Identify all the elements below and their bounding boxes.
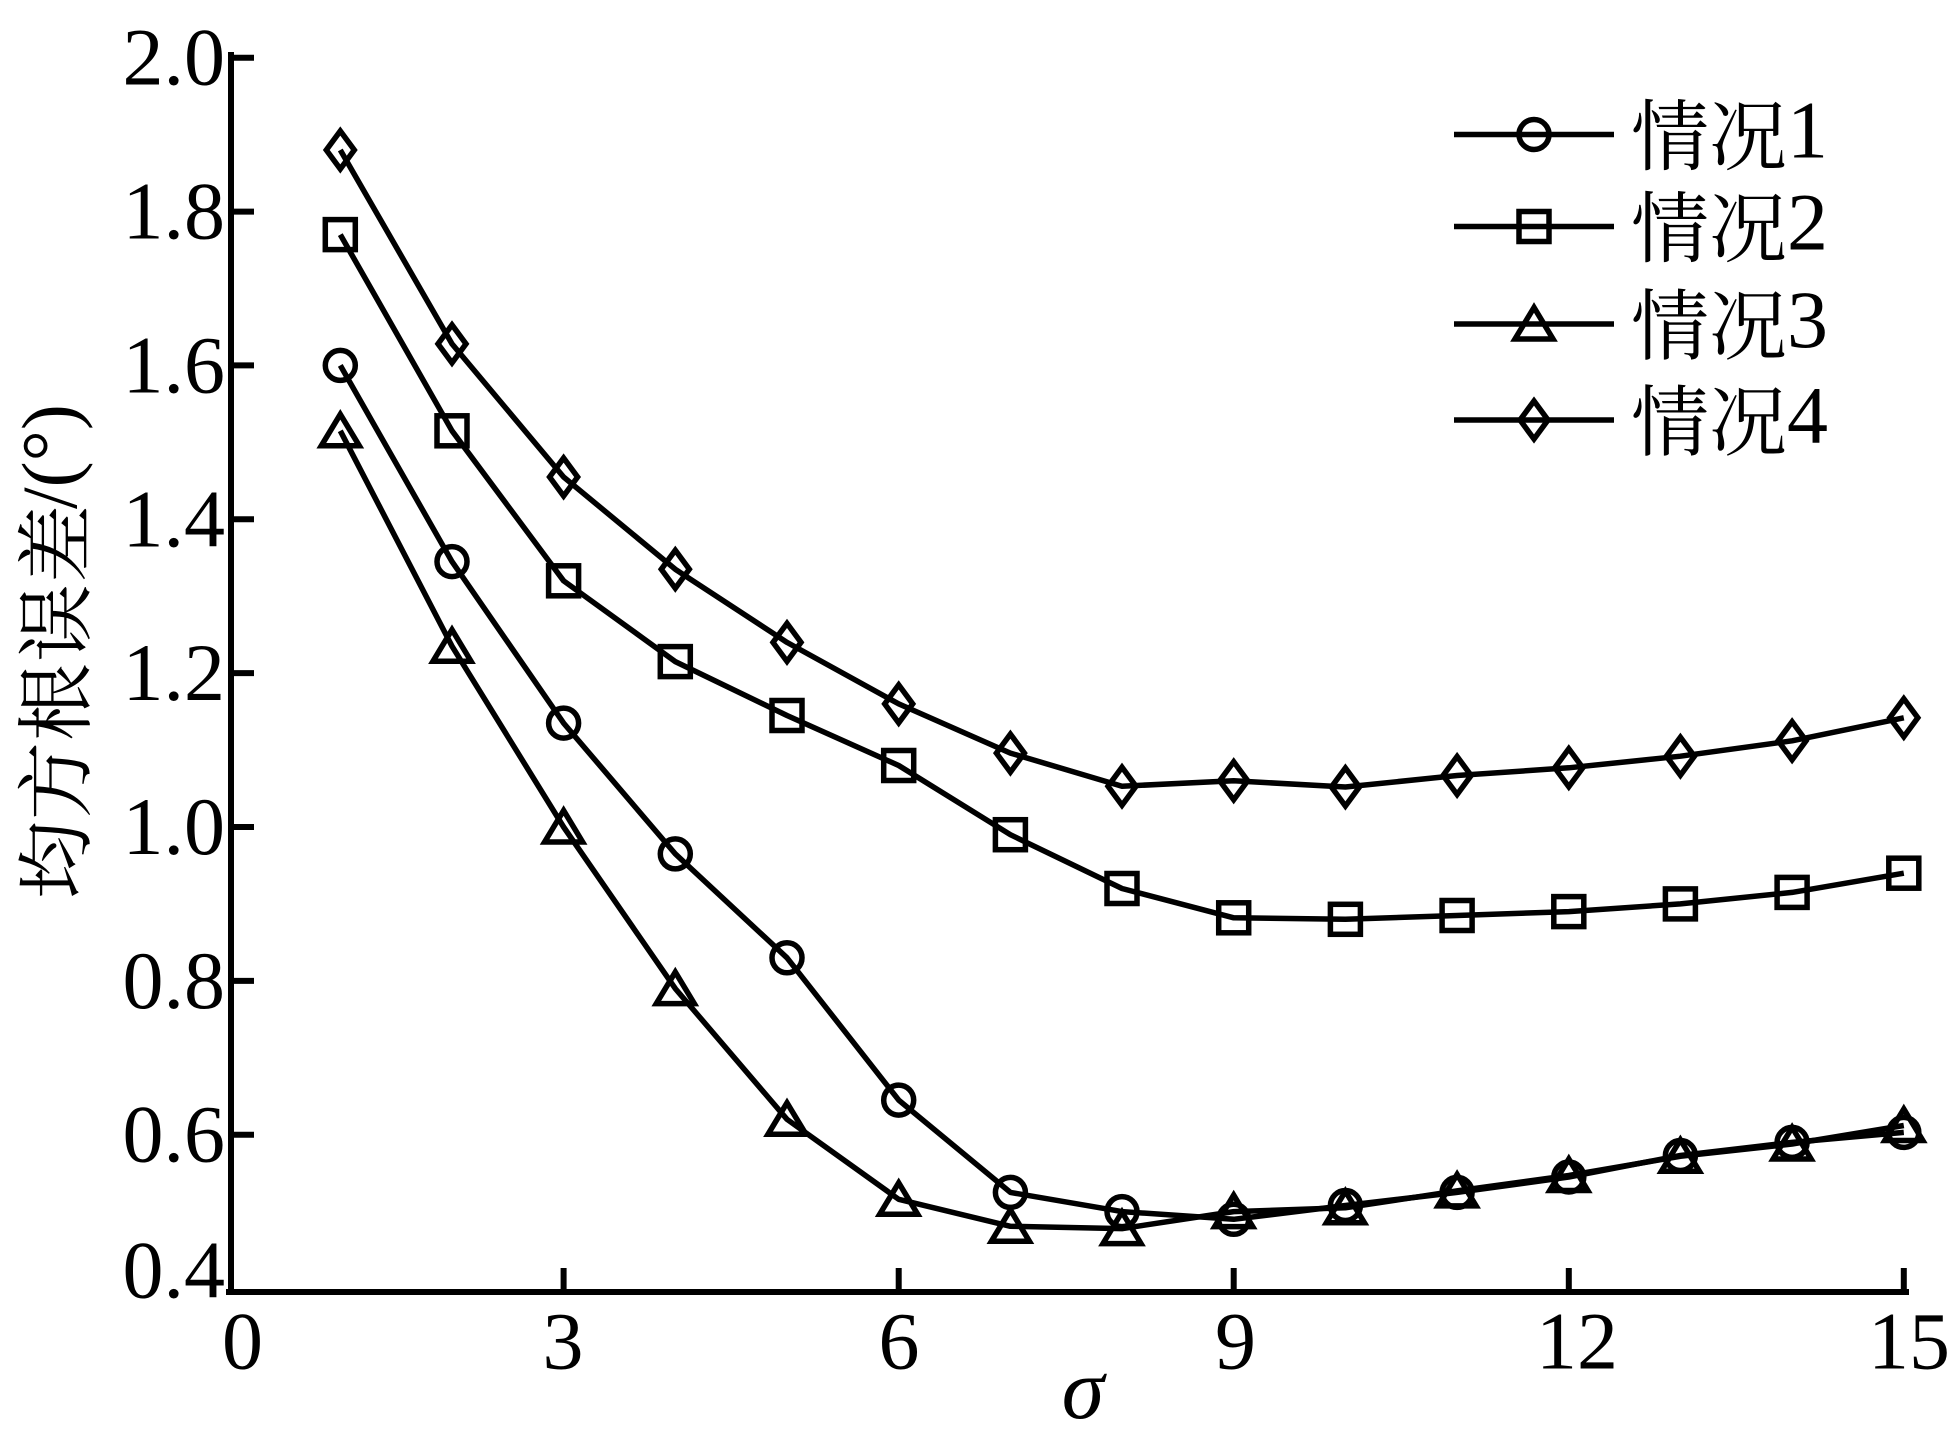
- svg-text:1.6: 1.6: [123, 319, 226, 410]
- svg-text:1: 1: [1787, 85, 1828, 176]
- svg-text:/(°): /(°): [6, 404, 93, 509]
- svg-text:1.8: 1.8: [123, 166, 226, 257]
- svg-text:12: 12: [1536, 1296, 1618, 1387]
- svg-text:0.4: 0.4: [123, 1225, 226, 1316]
- svg-text:0.8: 0.8: [123, 935, 226, 1026]
- svg-text:0.6: 0.6: [123, 1089, 226, 1180]
- svg-text:0: 0: [222, 1296, 263, 1387]
- svg-text:6: 6: [879, 1296, 920, 1387]
- svg-text:3: 3: [543, 1296, 584, 1387]
- svg-text:σ: σ: [1062, 1341, 1108, 1437]
- svg-text:2: 2: [1787, 177, 1828, 268]
- svg-text:4: 4: [1787, 370, 1828, 461]
- svg-text:1.4: 1.4: [123, 473, 226, 564]
- svg-text:3: 3: [1787, 274, 1828, 365]
- svg-text:9: 9: [1215, 1296, 1256, 1387]
- svg-text:2.0: 2.0: [123, 12, 226, 103]
- svg-text:1.2: 1.2: [123, 627, 226, 718]
- svg-text:15: 15: [1868, 1296, 1948, 1387]
- svg-text:1.0: 1.0: [123, 781, 226, 872]
